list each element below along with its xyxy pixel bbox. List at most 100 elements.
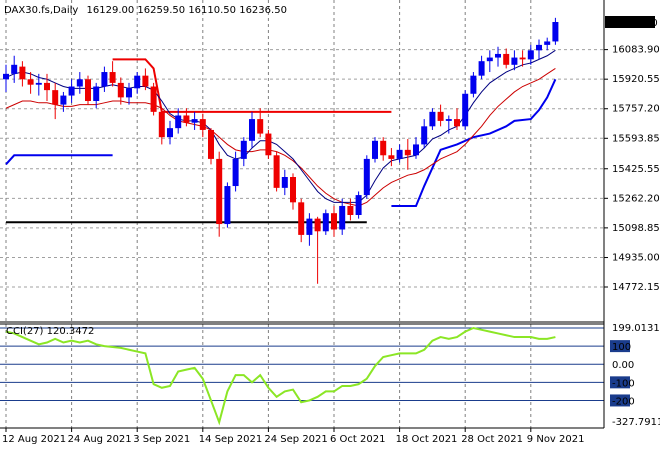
candle-body bbox=[331, 213, 337, 230]
candle-body bbox=[216, 158, 223, 225]
candle-body bbox=[19, 66, 26, 80]
candlesticks bbox=[3, 17, 559, 284]
cci-line bbox=[5, 326, 556, 426]
candle-body bbox=[478, 61, 485, 76]
candle-body bbox=[437, 111, 444, 121]
candle-body bbox=[380, 140, 387, 156]
candle-body bbox=[388, 155, 395, 159]
candle-body bbox=[101, 72, 108, 87]
candle-body bbox=[93, 86, 100, 101]
candle-body bbox=[44, 82, 50, 91]
blue-level-line bbox=[5, 154, 113, 166]
price-tick-label: 15920.55 bbox=[612, 74, 660, 85]
candle-body bbox=[396, 149, 403, 159]
candle-body bbox=[52, 90, 59, 105]
cci-max-label: 199.0131 bbox=[612, 323, 660, 334]
candle-body bbox=[314, 218, 321, 232]
candle-body bbox=[355, 195, 362, 216]
candle-body bbox=[76, 79, 83, 87]
candle-body bbox=[175, 115, 182, 129]
candle-body bbox=[429, 111, 436, 127]
candle-body bbox=[60, 95, 67, 105]
price-tick-label: 16083.90 bbox=[612, 45, 660, 56]
candle-body bbox=[503, 53, 510, 65]
time-tick-label: 14 Sep 2021 bbox=[199, 434, 262, 445]
time-tick-label: 6 Oct 2021 bbox=[330, 434, 385, 445]
candle-body bbox=[470, 75, 477, 94]
price-tick-label: 14935.00 bbox=[612, 253, 660, 264]
cci-min-label: -327.7911 bbox=[612, 417, 660, 428]
candle-body bbox=[224, 186, 231, 225]
cci-level-tag bbox=[610, 394, 630, 407]
time-tick-label: 18 Oct 2021 bbox=[396, 434, 458, 445]
candle-body bbox=[445, 119, 452, 121]
candle-body bbox=[265, 133, 272, 156]
price-tick-label: 15757.20 bbox=[612, 104, 660, 115]
candle-body bbox=[527, 50, 534, 60]
candle-body bbox=[3, 73, 9, 80]
candle-body bbox=[486, 57, 493, 62]
candle-body bbox=[240, 140, 247, 159]
candle-body bbox=[167, 128, 173, 138]
candle-body bbox=[183, 115, 190, 123]
last-price-bg bbox=[605, 16, 655, 28]
candle-body bbox=[68, 86, 75, 96]
candle-body bbox=[109, 72, 116, 83]
candle-body bbox=[134, 75, 141, 89]
candle-body bbox=[495, 53, 501, 58]
candle-body bbox=[85, 79, 91, 101]
time-tick-label: 12 Aug 2021 bbox=[2, 434, 66, 445]
time-tick-label: 3 Sep 2021 bbox=[133, 434, 190, 445]
candle-body bbox=[11, 64, 18, 74]
time-tick-label: 9 Nov 2021 bbox=[527, 434, 585, 445]
candle-body bbox=[257, 119, 264, 134]
candle-body bbox=[150, 86, 157, 112]
candle-body bbox=[208, 129, 214, 159]
candle-body bbox=[347, 205, 354, 216]
candle-body bbox=[511, 57, 518, 65]
candle-body bbox=[552, 22, 559, 42]
candle-body bbox=[27, 79, 34, 85]
candle-body bbox=[158, 111, 165, 138]
candle-body bbox=[191, 119, 198, 123]
red-level-line bbox=[112, 58, 392, 113]
ma-slow-line bbox=[5, 68, 556, 207]
price-tick-label: 14772.15 bbox=[612, 282, 660, 293]
candle-body bbox=[544, 41, 551, 45]
cci-level-label: -100 bbox=[612, 378, 635, 389]
candle-body bbox=[536, 44, 542, 51]
cci-level-tag bbox=[610, 376, 630, 389]
candle-body bbox=[454, 119, 460, 127]
time-tick-label: 24 Aug 2021 bbox=[68, 434, 132, 445]
time-tick-label: 28 Oct 2021 bbox=[461, 434, 523, 445]
candle-body bbox=[290, 176, 296, 203]
candle-body bbox=[117, 82, 124, 98]
candle-body bbox=[126, 88, 132, 98]
last-price-label: 16236.50 bbox=[610, 18, 658, 29]
chart-title: DAX30.fs,Daily 16129.00 16259.50 16110.5… bbox=[4, 5, 287, 16]
candle-body bbox=[142, 75, 149, 87]
candle-body bbox=[363, 158, 370, 196]
candle-body bbox=[404, 149, 411, 156]
cci-level-tag bbox=[610, 340, 630, 353]
candle-body bbox=[462, 93, 469, 127]
candle-body bbox=[273, 155, 280, 188]
price-tick-label: 15262.20 bbox=[612, 193, 660, 204]
candle-body bbox=[322, 213, 329, 232]
candle-body bbox=[421, 126, 428, 145]
cci-panel: 199.0131 -327.7911 100 0.00 -100 -200 bbox=[0, 323, 660, 428]
blue-trend-line bbox=[391, 78, 557, 207]
price-tick-label: 15098.85 bbox=[612, 223, 660, 234]
ohlc-label: 16129.00 16259.50 16110.50 16236.50 bbox=[87, 5, 287, 16]
candle-body bbox=[199, 119, 206, 130]
time-tick-label: 24 Sep 2021 bbox=[264, 434, 327, 445]
time-axis-labels: 12 Aug 2021 24 Aug 2021 3 Sep 2021 14 Sep 2… bbox=[2, 428, 584, 445]
cci-level-label: 0.00 bbox=[612, 360, 634, 371]
candle-body bbox=[298, 202, 305, 235]
cci-level-label: 100 bbox=[612, 342, 631, 353]
symbol-label: DAX30.fs,Daily bbox=[4, 5, 78, 16]
candle-body bbox=[306, 218, 313, 235]
candle-body bbox=[519, 57, 526, 60]
axes bbox=[0, 0, 605, 429]
